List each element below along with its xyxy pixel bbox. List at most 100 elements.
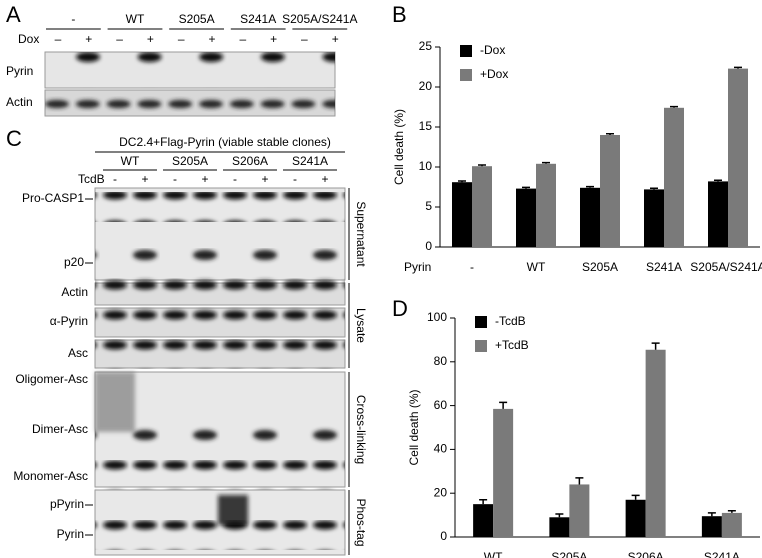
bar [549,517,570,537]
bar [472,166,492,247]
section-label: Phos-tag [354,498,368,546]
row-label: Monomer-Asc [13,469,88,483]
legend-label: -Dox [480,43,505,57]
bar [625,499,646,537]
treatment-sign: + [147,32,154,46]
x-tick-label: S205A [582,260,618,274]
group-label: WT [121,154,140,168]
y-tick-label: 10 [419,159,433,173]
blot-bands [95,422,345,452]
row-label: Pro-CASP1 [22,191,84,205]
x-tick-label: S205A/S241A [690,260,762,274]
bar [701,516,722,537]
error-bar [650,187,658,190]
panel-letter: B [392,2,407,27]
group-label: S205A/S241A [282,12,357,26]
y-tick-label: 40 [434,442,448,456]
blot-smear [95,372,135,432]
treatment-sign: - [173,172,177,186]
row-label: Pyrin [6,64,33,78]
row-label: Pyrin [57,527,84,541]
row-label: α-Pyrin [50,314,88,328]
y-tick-label: 0 [440,529,447,543]
group-label: WT [126,12,145,26]
legend-label: -TcdB [495,314,526,328]
treatment-sign: + [321,172,328,186]
group-label: S205A [172,154,208,168]
panel-letter: D [392,296,408,321]
blot-bands [95,460,345,490]
bar [644,189,664,247]
x-tick-label: S206A [628,550,664,558]
blot-bands [95,192,345,222]
treatment-sign: – [239,32,246,46]
treatment-sign: + [261,172,268,186]
y-tick-label: 20 [419,79,433,93]
treatment-sign: – [301,32,308,46]
bar [569,484,590,537]
y-axis-label: Cell death (%) [392,109,406,185]
group-label: S205A [179,12,215,26]
treatment-sign: + [208,32,215,46]
legend-swatch [475,316,487,328]
blot-bands [45,52,335,88]
blot-bands [95,339,345,369]
row-label: Asc [68,346,88,360]
y-tick-label: 5 [425,199,432,213]
bar [728,68,748,247]
x-tick-label: WT [484,550,503,558]
y-tick-label: 25 [419,39,433,53]
treatment-sign: + [201,172,208,186]
treatment-label: Dox [18,32,39,46]
error-bar [575,477,584,485]
error-bar [707,512,716,517]
panel-letter: C [6,126,22,151]
y-tick-label: 20 [434,485,448,499]
panel-letter: A [6,2,21,27]
x-tick-label: WT [527,260,546,274]
legend-swatch [460,45,472,57]
treatment-sign: - [113,172,117,186]
blot-c: TcdB DC2.4+Flag-Pyrin (viable stable clo… [78,135,346,556]
section-label: Lysate [354,308,368,343]
y-tick-label: 80 [434,354,448,368]
bar [473,504,494,537]
bar [580,187,600,247]
blot-bands [95,278,345,308]
row-label: pPyrin [50,497,84,511]
bar [536,163,556,247]
blot-bands [95,307,345,337]
row-label: Dimer-Asc [32,422,88,436]
y-tick-label: 15 [419,119,433,133]
x-tick-label: S241A [704,550,740,558]
bar [516,188,536,247]
error-bar [479,499,488,505]
group-label: S241A [292,154,328,168]
error-bar [714,179,722,182]
treatment-sign: + [141,172,148,186]
bar [645,349,666,537]
blot-bands [95,248,345,278]
x-tick-label: - [470,260,474,274]
legend-label: +Dox [480,67,508,81]
row-label: p20 [64,255,84,269]
group-label: S206A [232,154,268,168]
section-label: Cross-linking [354,395,368,464]
treatment-sign: – [55,32,62,46]
legend-label: +TcdB [495,338,529,352]
error-bar [586,185,594,188]
bar [721,512,742,537]
treatment-sign: + [85,32,92,46]
row-label: Actin [61,285,88,299]
bar [600,135,620,247]
group-label: S241A [240,12,276,26]
row-label: Oligomer-Asc [15,372,88,386]
error-bar [555,513,564,518]
treatment-sign: - [293,172,297,186]
blot-bands [45,90,335,116]
treatment-sign: + [270,32,277,46]
error-bar [542,161,550,164]
y-axis-label: Cell death (%) [407,389,421,465]
bar [664,107,684,247]
